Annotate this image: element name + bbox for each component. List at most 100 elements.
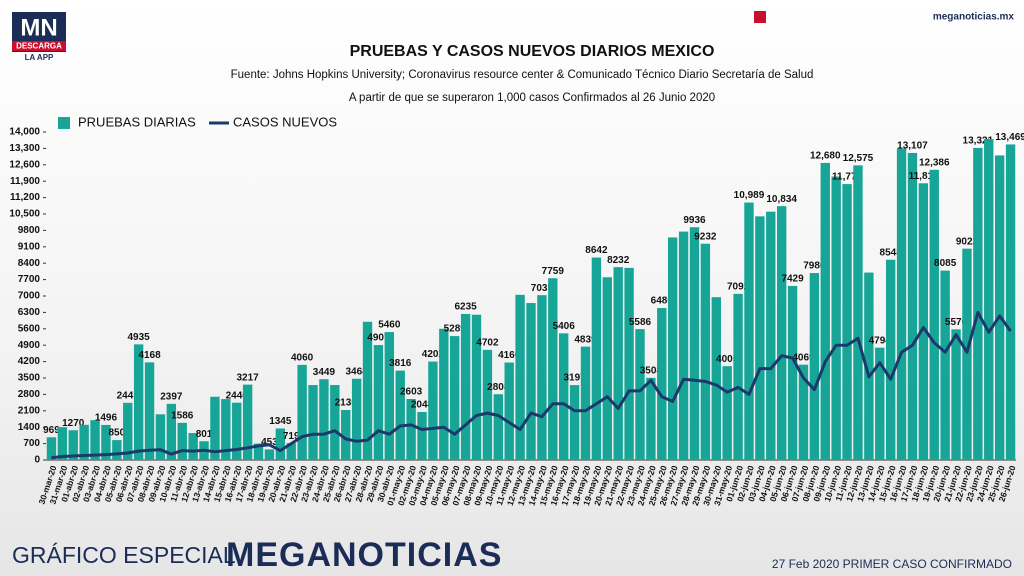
bar (635, 329, 645, 460)
y-tick-label: 2800 (18, 389, 41, 400)
bar (417, 412, 427, 460)
bar (319, 379, 329, 460)
bar (460, 313, 471, 460)
data-label: 9232 (694, 231, 717, 242)
bar (776, 206, 787, 460)
bar (569, 385, 580, 460)
footer-note: 27 Feb 2020 PRIMER CASO CONFIRMADO (772, 557, 1012, 571)
data-label: 9022 (956, 236, 979, 247)
bar (940, 270, 950, 460)
bar (559, 333, 569, 460)
data-label: 5406 (553, 321, 576, 332)
legend-label: PRUEBAS DIARIAS (78, 114, 196, 129)
bar (526, 303, 536, 460)
bar (242, 384, 253, 460)
data-label: 10,989 (734, 190, 765, 201)
bar (591, 257, 602, 460)
bar (155, 414, 166, 460)
data-label: 1496 (95, 413, 118, 424)
chart-title: PRUEBAS Y CASOS NUEVOS DIARIOS MEXICO (350, 43, 715, 60)
data-label: 5460 (378, 320, 401, 331)
bar (973, 147, 983, 460)
bar (428, 361, 438, 460)
bar (221, 399, 231, 460)
data-label: 4005 (716, 354, 739, 365)
bar (471, 314, 482, 460)
bar (330, 385, 340, 460)
bar (90, 420, 100, 460)
bar (646, 377, 656, 460)
y-tick-label: 5600 (18, 323, 41, 334)
bar (166, 403, 177, 460)
bar (515, 294, 525, 460)
bar (177, 422, 187, 460)
bar (253, 443, 264, 460)
data-label: 13,469 (995, 132, 1024, 143)
data-label: 850 (108, 428, 125, 439)
data-label: 3449 (313, 367, 336, 378)
bar (602, 277, 612, 460)
data-label: 5289 (444, 324, 467, 335)
legend-label: CASOS NUEVOS (233, 114, 337, 129)
y-tick-label: 6300 (18, 307, 41, 318)
data-label: 719 (283, 431, 300, 442)
data-label: 3217 (237, 372, 260, 383)
bar (133, 344, 144, 460)
data-label: 13,321 (963, 136, 994, 147)
data-label: 1270 (62, 418, 85, 429)
data-label: 4839 (574, 334, 597, 345)
data-label: 4907 (367, 333, 390, 344)
data-label: 3197 (563, 373, 586, 384)
bar (689, 227, 700, 460)
bar (450, 336, 460, 460)
data-label: 11,811 (909, 171, 939, 182)
bar (755, 216, 765, 460)
y-tick-label: 700 (23, 438, 40, 449)
bar (286, 443, 296, 460)
data-label: 6235 (454, 302, 477, 313)
y-tick-label: 9800 (18, 225, 41, 236)
data-label: 2808 (487, 382, 510, 393)
bar (885, 259, 896, 460)
bar (188, 433, 198, 460)
data-label: 3468 (345, 366, 368, 377)
data-label: 9936 (683, 215, 706, 226)
data-label: 12,575 (843, 153, 874, 164)
data-label: 4069 (792, 352, 815, 363)
bar (700, 243, 711, 460)
data-label: 7429 (781, 274, 804, 285)
data-label: 7035 (531, 283, 554, 294)
bar (853, 165, 863, 460)
bar (548, 278, 558, 460)
bar (711, 297, 721, 460)
bar (678, 231, 689, 460)
y-tick-label: 7000 (18, 291, 41, 302)
bar (101, 424, 111, 460)
y-tick-label: 4200 (18, 356, 41, 367)
bar (962, 248, 972, 460)
y-tick-label: 13,300 (9, 143, 40, 154)
bar (864, 272, 874, 460)
y-tick-label: 0 (34, 455, 40, 466)
data-label: 1345 (269, 416, 292, 427)
logo-band-box (12, 41, 66, 51)
bar (341, 409, 351, 460)
bar (373, 345, 384, 460)
footer-left: GRÁFICO ESPECIAL (12, 542, 236, 568)
logo: MN (20, 14, 57, 41)
bar (493, 394, 503, 460)
bar (798, 364, 809, 460)
data-label: 453 (261, 437, 278, 448)
data-label: 13,107 (897, 141, 928, 152)
data-label: 7092 (727, 281, 750, 292)
y-tick-label: 8400 (18, 258, 41, 269)
bar (929, 169, 939, 460)
data-label: 5586 (629, 317, 652, 328)
bar (896, 148, 907, 460)
data-label: 5576 (945, 317, 968, 328)
bar (875, 347, 885, 460)
data-label: 969 (43, 425, 60, 436)
y-tick-label: 9100 (18, 241, 41, 252)
data-label: 4935 (128, 332, 151, 343)
